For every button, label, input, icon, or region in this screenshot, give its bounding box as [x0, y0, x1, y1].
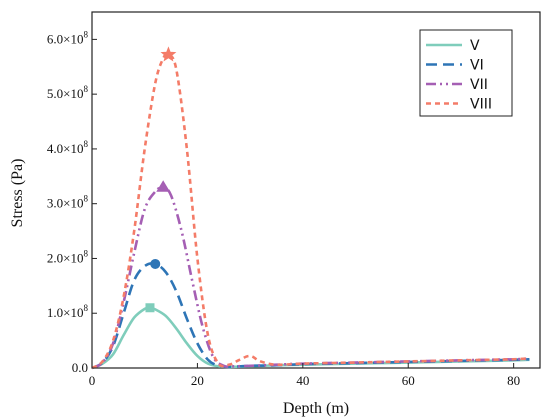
legend-label-v: V: [470, 38, 480, 54]
y-tick-label: 1.0×108: [47, 303, 89, 320]
plot-area-frame: [91, 11, 541, 369]
legend-box: [419, 29, 513, 117]
y-tick-label: 2.0×108: [47, 248, 89, 265]
x-tick-label: 80: [507, 373, 520, 388]
legend-label-viii: VIII: [470, 97, 492, 113]
peak-marker-viii: [160, 46, 177, 62]
legend-label-vi: VI: [470, 58, 484, 74]
peak-marker-vii: [156, 180, 171, 192]
y-tick-label: 4.0×108: [47, 139, 89, 156]
x-tick-label: 60: [402, 373, 415, 388]
series-line-vi: [91, 262, 530, 370]
legend-label-vii: VII: [470, 77, 488, 93]
y-tick-label: 6.0×108: [47, 29, 89, 46]
x-tick-label: 40: [296, 373, 309, 388]
series-line-v: [91, 306, 530, 370]
y-tick-label: 0.0: [72, 360, 88, 375]
y-tick-label: 3.0×108: [47, 194, 89, 211]
peak-marker-vi: [150, 258, 161, 269]
x-axis-title: Depth (m): [283, 400, 349, 417]
series-line-vii: [91, 185, 530, 370]
x-tick-label: 0: [89, 373, 96, 388]
y-tick-label: 5.0×108: [47, 84, 89, 101]
peak-marker-v: [145, 303, 155, 313]
series-line-viii: [91, 52, 530, 370]
x-tick-label: 20: [191, 373, 204, 388]
y-axis-title: Stress (Pa): [9, 159, 26, 228]
